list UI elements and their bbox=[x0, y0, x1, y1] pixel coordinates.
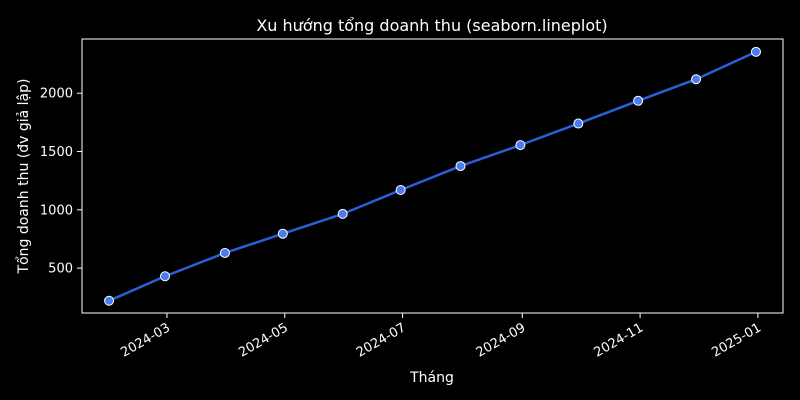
data-point bbox=[573, 118, 584, 129]
data-point bbox=[691, 74, 702, 85]
y-axis-label: Tổng doanh thu (đv giả lập) bbox=[15, 79, 32, 275]
y-tick-label: 2000 bbox=[40, 87, 73, 102]
data-point bbox=[750, 46, 761, 57]
x-tick-label: 2024-11 bbox=[592, 320, 647, 360]
series-line bbox=[107, 50, 758, 303]
data-point bbox=[104, 295, 115, 306]
x-axis-label: Tháng bbox=[409, 370, 454, 386]
data-point bbox=[160, 271, 171, 282]
x-tick-label: 2024-03 bbox=[118, 320, 173, 360]
x-axis: 2024-03 2024-05 2024-07 2024-09 2024-11 2025-… bbox=[118, 313, 764, 361]
data-point bbox=[219, 247, 230, 258]
plot-area bbox=[81, 38, 784, 314]
y-axis: 500 1000 1500 2000 bbox=[40, 87, 82, 277]
series-group bbox=[104, 46, 761, 306]
y-tick-label: 1000 bbox=[40, 203, 73, 218]
x-tick-label: 2025-01 bbox=[709, 320, 764, 360]
chart-title: Xu hướng tổng doanh thu (seaborn.lineplo… bbox=[256, 16, 607, 35]
y-tick-label: 1500 bbox=[40, 145, 73, 160]
data-point bbox=[395, 184, 406, 195]
x-tick-label: 2024-05 bbox=[236, 320, 291, 360]
data-point bbox=[337, 208, 348, 219]
y-tick-label: 500 bbox=[48, 262, 73, 277]
data-point bbox=[515, 140, 526, 151]
x-tick-label: 2024-07 bbox=[354, 320, 409, 360]
x-tick-label: 2024-09 bbox=[474, 320, 529, 360]
data-point bbox=[455, 161, 466, 172]
data-point bbox=[633, 95, 644, 106]
data-point bbox=[277, 228, 288, 239]
